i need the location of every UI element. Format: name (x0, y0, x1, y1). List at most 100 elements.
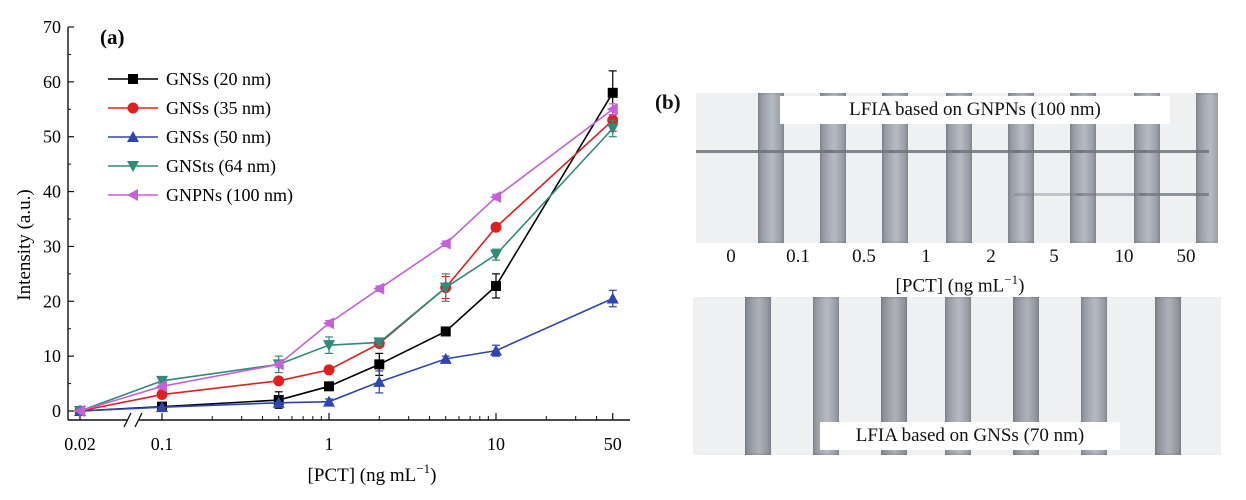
series-3 (74, 119, 619, 417)
control-line (1014, 150, 1084, 153)
test-strip-edge (1196, 93, 1218, 243)
panel-a-label: (a) (100, 25, 125, 49)
axis-break-mark (123, 412, 132, 428)
data-point (439, 352, 452, 364)
chart-axes: 0 10 20 30 40 50 60 70 0.02 0.1 1 10 50 (43, 17, 630, 454)
series-2 (74, 289, 619, 416)
data-point (156, 401, 168, 413)
y-tick-label: 40 (43, 182, 61, 202)
legend-item: GNPNs (100 nm) (108, 185, 293, 206)
series-line (79, 119, 614, 412)
chart-legend: GNSs (20 nm) GNSs (35 nm) GNSs (50 nm) GNSt… (108, 69, 293, 206)
data-point (490, 191, 501, 204)
data-point (323, 340, 335, 352)
concentration-label: 50 (1176, 246, 1196, 267)
y-tick-label: 50 (43, 127, 61, 147)
test-line (1139, 193, 1209, 196)
data-point (490, 344, 502, 356)
test-strip-edge (745, 297, 771, 455)
test-line (1076, 193, 1146, 196)
legend-label: GNSs (35 nm) (166, 98, 271, 119)
data-point (606, 292, 619, 304)
x-tick-label: 0.1 (151, 434, 174, 454)
control-line (824, 150, 894, 153)
data-point (439, 237, 451, 250)
data-point (323, 364, 335, 376)
x-axis-title: [PCT] (ng mL−1) (308, 461, 437, 486)
panel-b-label: (b) (655, 90, 681, 114)
legend-item: GNSs (35 nm) (108, 98, 271, 119)
concentration-label: 0.5 (852, 246, 876, 267)
control-line (889, 150, 959, 153)
x-tick-label: 10 (487, 434, 505, 454)
bottom-photo-caption: LFIA based on GNSs (70 nm) (820, 422, 1120, 450)
x-tick-label: 50 (604, 434, 622, 454)
data-point (490, 249, 502, 261)
concentration-label: 0 (726, 246, 736, 267)
chart-series-group (74, 70, 619, 417)
concentration-labels: 0 0.1 0.5 1 2 5 10 50 (696, 244, 1218, 272)
data-point (323, 395, 335, 407)
data-point (374, 359, 385, 370)
y-tick-label: 30 (43, 236, 61, 256)
data-point (323, 317, 334, 330)
legend-label: GNSs (20 nm) (166, 69, 271, 90)
data-point (273, 375, 285, 387)
data-point (491, 280, 501, 291)
series-line (79, 92, 614, 412)
data-point (606, 123, 619, 135)
data-point (490, 221, 502, 233)
series-line (79, 108, 614, 412)
data-point (156, 389, 168, 401)
control-line (764, 150, 834, 153)
data-point (440, 326, 451, 337)
y-tick-label: 60 (43, 72, 61, 92)
series-0 (75, 70, 618, 416)
control-line (1139, 150, 1209, 153)
test-line (1014, 193, 1084, 196)
legend-marker (127, 161, 139, 172)
data-point (156, 380, 167, 393)
data-point (373, 282, 385, 295)
legend-label: GNSs (50 nm) (166, 127, 271, 148)
data-point (272, 396, 285, 408)
test-strip-edge (1155, 297, 1181, 455)
lfia-photo-panel: (b) LFIA based on GNPNs (100 nm) 0 0.1 0.5… (640, 0, 1246, 500)
y-tick-label: 20 (43, 291, 61, 311)
data-point (439, 282, 452, 294)
x-tick-label: 0.02 (64, 434, 96, 454)
legend-marker (127, 189, 138, 201)
legend-label: GNSts (64 nm) (166, 156, 276, 177)
data-point (373, 375, 386, 387)
photo-axis-title: [PCT] (ng mL−1) (895, 272, 1025, 297)
y-tick-label: 0 (52, 401, 61, 421)
control-line (1076, 150, 1146, 153)
control-line (952, 150, 1022, 153)
legend-marker (128, 74, 138, 84)
axis-break-mark (134, 412, 143, 428)
legend-item: GNSs (20 nm) (108, 69, 271, 90)
series-4 (74, 103, 618, 417)
legend-item: GNSs (50 nm) (108, 127, 271, 148)
y-tick-label: 10 (43, 346, 61, 366)
test-strip-edge (758, 93, 784, 243)
data-point (156, 375, 168, 387)
concentration-label: 5 (1049, 246, 1059, 267)
top-photo-caption: LFIA based on GNPNs (100 nm) (780, 96, 1170, 124)
legend-marker (127, 131, 139, 142)
data-point (74, 405, 85, 417)
control-line (696, 150, 766, 153)
series-line (79, 127, 614, 412)
data-point (373, 337, 386, 349)
x-tick-label: 1 (325, 434, 334, 454)
data-point (324, 381, 334, 392)
data-point (606, 103, 618, 116)
concentration-label: 0.1 (786, 246, 810, 267)
y-tick-label: 70 (43, 17, 61, 37)
series-line (79, 297, 614, 412)
legend-item: GNSts (64 nm) (108, 156, 276, 177)
series-1 (74, 108, 619, 417)
concentration-label: 1 (921, 246, 931, 267)
y-axis-title: Intensity (a.u.) (14, 189, 35, 300)
concentration-label: 10 (1114, 246, 1134, 267)
